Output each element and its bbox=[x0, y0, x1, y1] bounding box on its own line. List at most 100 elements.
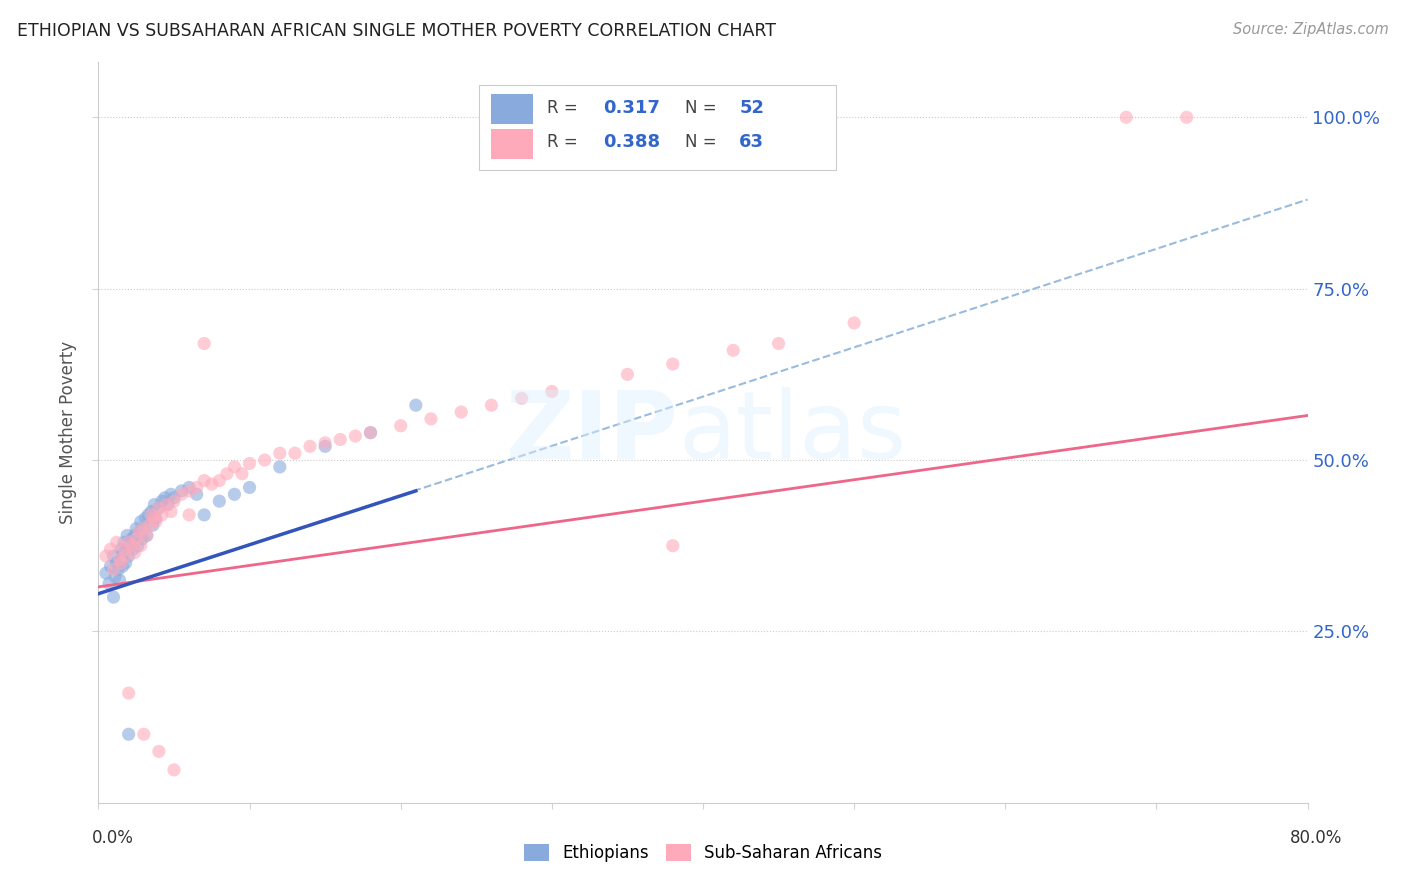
Text: N =: N = bbox=[685, 134, 721, 152]
Point bbox=[231, 467, 253, 481]
Point bbox=[103, 590, 125, 604]
Point bbox=[136, 508, 159, 522]
Point bbox=[107, 563, 129, 577]
Point bbox=[131, 532, 153, 546]
Point bbox=[284, 446, 307, 460]
Point bbox=[104, 569, 127, 583]
Point bbox=[253, 453, 276, 467]
Point bbox=[224, 459, 246, 474]
Point bbox=[1115, 110, 1137, 124]
Point bbox=[100, 559, 122, 574]
Point bbox=[112, 545, 135, 559]
Point bbox=[1175, 110, 1198, 124]
Text: R =: R = bbox=[547, 99, 583, 117]
Point bbox=[98, 576, 121, 591]
Point bbox=[135, 528, 157, 542]
Text: 0.0%: 0.0% bbox=[91, 829, 134, 847]
Point bbox=[148, 744, 170, 758]
Point bbox=[179, 480, 201, 494]
Point bbox=[420, 412, 443, 426]
Point bbox=[170, 483, 193, 498]
Point bbox=[616, 368, 638, 382]
Point bbox=[208, 474, 231, 488]
Text: 52: 52 bbox=[740, 99, 765, 117]
Point bbox=[360, 425, 382, 440]
Point bbox=[141, 508, 163, 522]
Point bbox=[139, 518, 162, 533]
Point bbox=[179, 508, 201, 522]
Point bbox=[163, 494, 186, 508]
Point bbox=[299, 439, 322, 453]
Point bbox=[141, 504, 163, 518]
Point bbox=[661, 539, 683, 553]
Legend: Ethiopians, Sub-Saharan Africans: Ethiopians, Sub-Saharan Africans bbox=[517, 837, 889, 869]
Point bbox=[314, 439, 336, 453]
Point bbox=[145, 511, 167, 525]
Point bbox=[125, 522, 148, 536]
FancyBboxPatch shape bbox=[492, 129, 533, 159]
Point bbox=[360, 425, 382, 440]
Point bbox=[329, 433, 352, 447]
Point bbox=[201, 477, 224, 491]
Point bbox=[124, 528, 146, 542]
Point bbox=[128, 524, 150, 539]
Point bbox=[239, 457, 262, 471]
Point bbox=[103, 549, 125, 563]
Point bbox=[128, 524, 150, 539]
Point bbox=[510, 392, 533, 406]
Point bbox=[94, 566, 117, 581]
Point bbox=[118, 727, 141, 741]
Point bbox=[143, 511, 166, 525]
Text: N =: N = bbox=[685, 99, 721, 117]
Text: 0.388: 0.388 bbox=[603, 134, 659, 152]
Point bbox=[132, 727, 155, 741]
Point bbox=[114, 549, 136, 563]
Point bbox=[129, 539, 152, 553]
Text: ETHIOPIAN VS SUBSAHARAN AFRICAN SINGLE MOTHER POVERTY CORRELATION CHART: ETHIOPIAN VS SUBSAHARAN AFRICAN SINGLE M… bbox=[17, 22, 776, 40]
Point bbox=[118, 535, 141, 549]
Point bbox=[170, 487, 193, 501]
Point bbox=[179, 483, 201, 498]
Text: Source: ZipAtlas.com: Source: ZipAtlas.com bbox=[1233, 22, 1389, 37]
Point bbox=[142, 518, 165, 533]
Point bbox=[314, 436, 336, 450]
Point bbox=[215, 467, 238, 481]
Text: 0.317: 0.317 bbox=[603, 99, 659, 117]
Point bbox=[160, 487, 183, 501]
Point bbox=[120, 539, 142, 553]
Point bbox=[389, 418, 412, 433]
Point bbox=[163, 763, 186, 777]
Point bbox=[269, 459, 291, 474]
Point bbox=[124, 545, 146, 559]
Point bbox=[105, 556, 128, 570]
Point bbox=[129, 515, 152, 529]
Point bbox=[239, 480, 262, 494]
Point bbox=[844, 316, 866, 330]
Point bbox=[125, 532, 148, 546]
Point bbox=[127, 539, 149, 553]
Point bbox=[450, 405, 472, 419]
Point bbox=[160, 504, 183, 518]
Point bbox=[108, 552, 131, 566]
Point bbox=[193, 336, 215, 351]
Point bbox=[114, 556, 136, 570]
Y-axis label: Single Mother Poverty: Single Mother Poverty bbox=[59, 341, 77, 524]
Point bbox=[723, 343, 745, 358]
Point bbox=[121, 539, 143, 553]
Point bbox=[224, 487, 246, 501]
Point bbox=[103, 563, 125, 577]
Point bbox=[269, 446, 291, 460]
Point bbox=[115, 528, 138, 542]
Point bbox=[94, 549, 117, 563]
Point bbox=[481, 398, 503, 412]
Point bbox=[118, 549, 141, 563]
Point bbox=[111, 559, 134, 574]
Point bbox=[155, 498, 177, 512]
Point bbox=[186, 480, 208, 494]
Point bbox=[150, 494, 173, 508]
Point bbox=[132, 522, 155, 536]
Point bbox=[193, 474, 215, 488]
Text: atlas: atlas bbox=[679, 386, 907, 479]
Point bbox=[156, 498, 179, 512]
Point bbox=[193, 508, 215, 522]
